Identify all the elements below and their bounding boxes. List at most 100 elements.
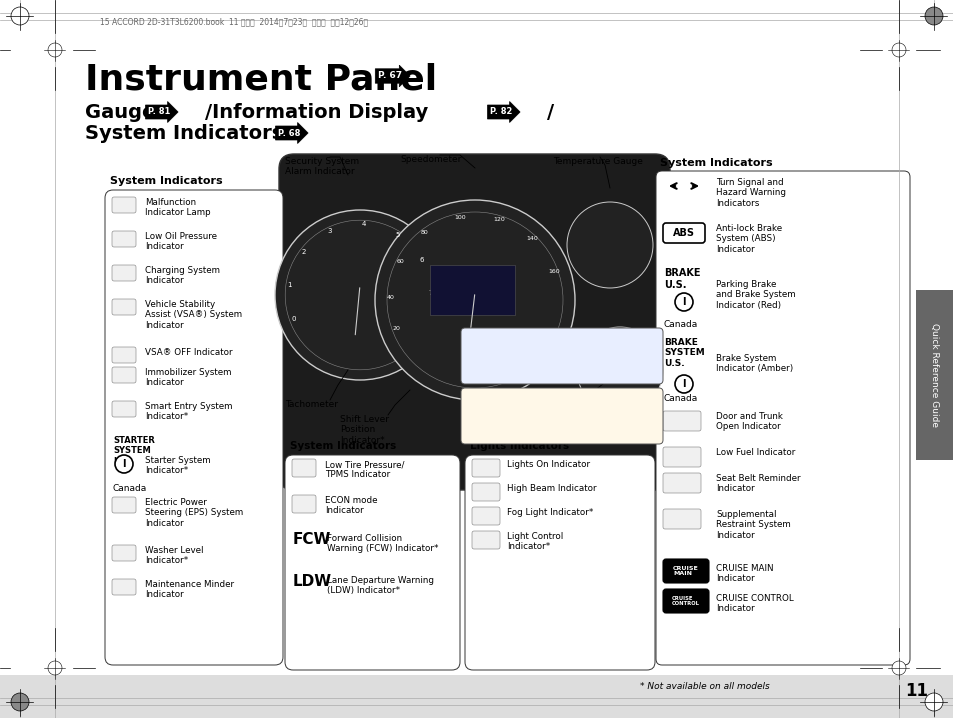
FancyBboxPatch shape [112, 231, 136, 247]
FancyBboxPatch shape [112, 401, 136, 417]
Text: 20: 20 [392, 326, 399, 331]
Text: Lights On Indicator: Lights On Indicator [506, 460, 590, 469]
Text: 40: 40 [387, 294, 395, 299]
Text: CRUISE
CONTROL: CRUISE CONTROL [671, 596, 700, 607]
Text: 140: 140 [526, 236, 537, 241]
Text: 1: 1 [287, 282, 292, 288]
Text: 7: 7 [428, 289, 433, 296]
Text: I: I [681, 379, 685, 389]
Text: 2: 2 [301, 249, 305, 256]
Text: 5: 5 [395, 232, 399, 238]
Text: Speedometer: Speedometer [399, 155, 461, 164]
Circle shape [274, 210, 444, 380]
Text: CRUISE CONTROL
Indicator: CRUISE CONTROL Indicator [716, 594, 793, 613]
Text: P. 68: P. 68 [277, 129, 300, 138]
FancyBboxPatch shape [472, 483, 499, 501]
Text: * Not available on all models: * Not available on all models [639, 682, 769, 691]
FancyBboxPatch shape [662, 559, 708, 583]
Text: Low Tire Pressure/
TPMS Indicator: Low Tire Pressure/ TPMS Indicator [325, 460, 404, 480]
Text: Smart Entry System
Indicator*: Smart Entry System Indicator* [145, 402, 233, 421]
Text: Lane Departure Warning
(LDW) Indicator*: Lane Departure Warning (LDW) Indicator* [327, 576, 434, 595]
Text: Canada: Canada [663, 320, 698, 329]
Text: Canada: Canada [663, 394, 698, 403]
Text: P. 82: P. 82 [490, 108, 512, 116]
Text: Quick Reference Guide: Quick Reference Guide [929, 323, 939, 427]
FancyBboxPatch shape [292, 495, 315, 513]
Text: Continuously variable
transmission (CVT) models: Continuously variable transmission (CVT)… [465, 333, 573, 353]
FancyBboxPatch shape [112, 197, 136, 213]
Bar [915, 290, 953, 460]
FancyBboxPatch shape [662, 223, 704, 243]
FancyBboxPatch shape [472, 531, 499, 549]
Text: Shift Lever
Position
Indicator*: Shift Lever Position Indicator* [339, 415, 389, 444]
Text: 0: 0 [291, 317, 295, 322]
Text: /: / [546, 103, 554, 122]
Text: Canada: Canada [112, 484, 147, 493]
Text: Anti-lock Brake
System (ABS)
Indicator: Anti-lock Brake System (ABS) Indicator [716, 224, 781, 253]
Text: CRUISE
MAIN: CRUISE MAIN [673, 566, 699, 577]
FancyBboxPatch shape [460, 388, 662, 444]
Text: Low Fuel Indicator: Low Fuel Indicator [716, 448, 795, 457]
Text: Washer Level
Indicator*: Washer Level Indicator* [145, 546, 203, 565]
Text: Electric Power
Steering (EPS) System
Indicator: Electric Power Steering (EPS) System Ind… [145, 498, 243, 528]
FancyBboxPatch shape [292, 459, 315, 477]
Text: Brake System
Indicator (Amber): Brake System Indicator (Amber) [716, 354, 792, 373]
Text: 11: 11 [904, 682, 927, 700]
Text: Immobilizer System
Indicator: Immobilizer System Indicator [145, 368, 232, 388]
Text: CRUISE MAIN
Indicator: CRUISE MAIN Indicator [716, 564, 773, 584]
Text: System Indicators: System Indicators [659, 158, 772, 168]
Text: Instrument Panel: Instrument Panel [85, 62, 436, 96]
FancyBboxPatch shape [278, 154, 669, 490]
Text: LDW: LDW [293, 574, 332, 589]
Bar [430, 265, 515, 315]
FancyBboxPatch shape [662, 447, 700, 467]
Text: Light Control
Indicator*: Light Control Indicator* [506, 532, 562, 551]
Text: Fuel Gauge: Fuel Gauge [564, 400, 616, 409]
Text: Seat Belt Reminder
Indicator: Seat Belt Reminder Indicator [716, 474, 800, 493]
Circle shape [675, 375, 692, 393]
Text: Fog Light Indicator*: Fog Light Indicator* [506, 508, 593, 517]
Text: System Indicators: System Indicators [110, 176, 222, 186]
Circle shape [924, 7, 942, 25]
Circle shape [48, 43, 62, 57]
FancyBboxPatch shape [285, 455, 459, 670]
FancyBboxPatch shape [112, 265, 136, 281]
Circle shape [115, 455, 132, 473]
Text: Malfunction
Indicator Lamp: Malfunction Indicator Lamp [145, 198, 211, 218]
FancyBboxPatch shape [105, 190, 283, 665]
Text: /Information Display: /Information Display [205, 103, 435, 122]
Text: Vehicle Stability
Assist (VSA®) System
Indicator: Vehicle Stability Assist (VSA®) System I… [145, 300, 242, 330]
Text: Low Oil Pressure
Indicator: Low Oil Pressure Indicator [145, 232, 216, 251]
Text: 4: 4 [361, 221, 366, 227]
Text: ABS: ABS [672, 228, 695, 238]
Text: BRAKE
U.S.: BRAKE U.S. [663, 268, 700, 289]
Text: Temperature Gauge: Temperature Gauge [553, 157, 642, 166]
FancyBboxPatch shape [112, 299, 136, 315]
Text: M (7-speed manual shift mode)
Indicator/Shift Indicator: M (7-speed manual shift mode) Indicator/… [465, 350, 592, 369]
Text: Maintenance Minder
Indicator: Maintenance Minder Indicator [145, 580, 233, 600]
Text: Lights Indicators: Lights Indicators [470, 441, 569, 451]
Text: System Indicators: System Indicators [290, 441, 395, 451]
FancyBboxPatch shape [472, 459, 499, 477]
Text: Turn Signal and
Hazard Warning
Indicators: Turn Signal and Hazard Warning Indicator… [716, 178, 785, 208]
Circle shape [577, 327, 662, 413]
Text: 15 ACCORD 2D-31T3L6200.book  11 ページ  2014年7月23日  水曜日  午後12時26分: 15 ACCORD 2D-31T3L6200.book 11 ページ 2014年… [100, 17, 368, 26]
FancyBboxPatch shape [464, 455, 655, 670]
Circle shape [375, 200, 575, 400]
FancyBboxPatch shape [472, 507, 499, 525]
Text: M (Sequential shift mode)
Indicator/Gear position
Indicator: M (Sequential shift mode) Indicator/Gear… [465, 408, 569, 438]
FancyBboxPatch shape [662, 473, 700, 493]
Text: Parking Brake
and Brake System
Indicator (Red): Parking Brake and Brake System Indicator… [716, 280, 795, 309]
Text: FCW: FCW [293, 532, 331, 547]
Text: System Indicators: System Indicators [85, 124, 290, 143]
Text: Gauges: Gauges [85, 103, 173, 122]
Text: ECON mode
Indicator: ECON mode Indicator [325, 496, 377, 516]
FancyBboxPatch shape [662, 589, 708, 613]
FancyBboxPatch shape [112, 545, 136, 561]
FancyBboxPatch shape [112, 579, 136, 595]
Circle shape [11, 7, 29, 25]
Text: 3: 3 [328, 228, 332, 233]
FancyBboxPatch shape [460, 328, 662, 384]
Circle shape [675, 293, 692, 311]
Text: Charging System
Indicator: Charging System Indicator [145, 266, 220, 285]
